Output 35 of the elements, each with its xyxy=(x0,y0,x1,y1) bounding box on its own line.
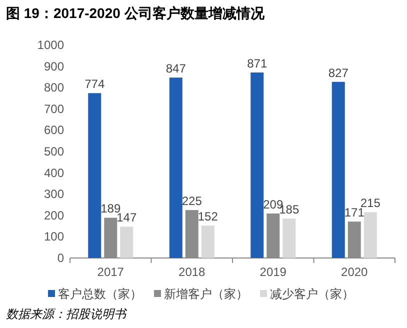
y-tick-label: 700 xyxy=(44,102,64,116)
y-tick-label: 300 xyxy=(44,187,64,202)
data-label: 152 xyxy=(198,210,218,224)
y-tick-label: 400 xyxy=(44,166,64,180)
bar xyxy=(250,72,264,258)
data-label: 774 xyxy=(84,77,105,92)
y-tick-label: 1000 xyxy=(37,38,64,52)
bar xyxy=(332,82,345,258)
data-label: 827 xyxy=(328,66,349,80)
bar xyxy=(201,226,214,258)
bar xyxy=(282,218,296,258)
bar xyxy=(364,212,377,258)
y-tick-label: 900 xyxy=(44,59,64,74)
x-tick-label: 2018 xyxy=(178,265,206,279)
data-label: 225 xyxy=(182,194,202,208)
data-label: 847 xyxy=(166,62,186,76)
x-tick-label: 2019 xyxy=(260,265,287,279)
y-tick-label: 500 xyxy=(44,144,64,158)
legend-label: 减少客户（家） xyxy=(270,287,354,301)
y-tick-label: 600 xyxy=(44,123,64,138)
bar xyxy=(88,93,102,258)
source-note: 数据来源：招股说明书 xyxy=(6,307,128,321)
x-tick-label: 2017 xyxy=(97,265,124,279)
y-tick-label: 100 xyxy=(44,230,64,244)
data-label: 171 xyxy=(344,206,365,220)
y-tick-label: 800 xyxy=(44,80,64,95)
x-tick-label: 2020 xyxy=(341,265,368,279)
y-tick-label: 0 xyxy=(57,251,64,265)
y-tick-label: 200 xyxy=(44,208,64,222)
legend-label: 客户总数（家） xyxy=(58,287,142,301)
chart-title: 图 19：2017-2020 公司客户数量增减情况 xyxy=(6,5,266,21)
bar xyxy=(169,78,182,258)
legend-label: 新增客户（家） xyxy=(164,287,248,301)
data-label: 871 xyxy=(247,56,268,70)
bar xyxy=(120,226,134,258)
